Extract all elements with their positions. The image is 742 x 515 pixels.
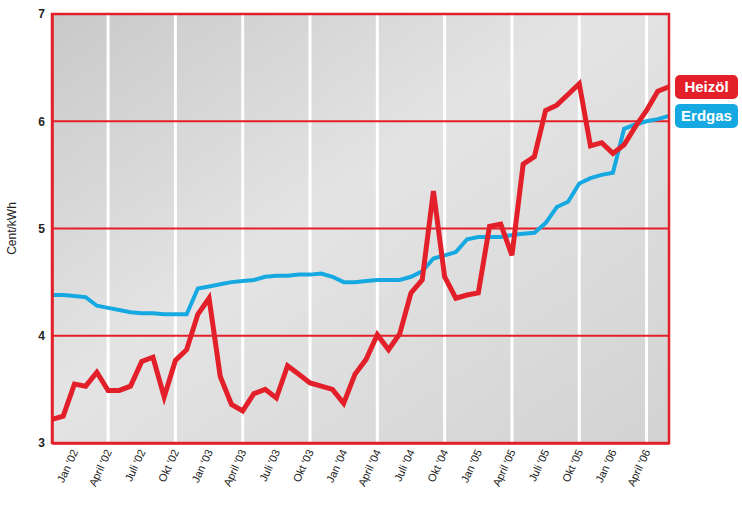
series-line [52,116,669,314]
x-tick: Juli '04 [392,443,417,483]
legend-item: Heizöl [675,75,738,99]
x-tick-label: Juli '05 [526,447,551,483]
y-axis-title: Cent/kWh [5,202,19,255]
x-tick: Jan '02 [55,443,81,484]
x-tick-label: Juli '03 [257,447,282,483]
y-tick: 6 [38,115,52,129]
x-tick-label: Okt '03 [290,447,315,483]
x-tick-label: Okt '04 [425,447,450,483]
x-tick: Okt '05 [560,443,585,484]
y-tick-label: 6 [38,115,45,129]
x-tick-label: April '05 [490,447,518,488]
x-tick: Okt '03 [290,443,315,484]
y-grid-line [52,442,669,444]
chart-container: Jan '02April '02Juli '02Okt '02Jan '03Ap… [0,0,742,515]
x-tick: April '02 [86,443,114,488]
y-grid-line [52,120,669,122]
x-tick: Okt '04 [425,443,450,484]
x-tick-label: April '04 [356,447,384,488]
y-tick: 4 [38,329,52,343]
x-axis-line [53,442,670,445]
x-tick-label: Juli '04 [392,447,417,483]
x-tick: April '06 [625,443,653,488]
x-tick-label: April '06 [625,447,653,488]
y-axis: 3 4 5 6 7 [38,7,52,450]
x-tick: April '03 [221,443,249,488]
x-tick: Juli '03 [257,443,282,483]
x-tick-label: April '03 [221,447,249,488]
legend-label: Heizöl [684,78,728,95]
chart-svg: Jan '02April '02Juli '02Okt '02Jan '03Ap… [0,0,742,515]
legend: Heizöl Erdgas [675,75,738,128]
legend-item: Erdgas [675,104,738,128]
y-tick: 7 [38,7,52,21]
y-axis-line [51,15,54,444]
x-tick: Jan '04 [324,443,350,484]
x-tick: April '05 [490,443,518,488]
series-line [52,84,669,420]
y-tick-label: 4 [38,329,45,343]
plot-frame [52,14,669,443]
x-tick: April '04 [356,443,384,488]
legend-box [675,104,738,128]
y-tick-label: 7 [38,7,45,21]
x-tick: Juli '05 [526,443,551,483]
y-tick: 3 [38,436,52,450]
y-grid [52,14,669,443]
x-tick-label: Jan '02 [55,447,81,484]
x-tick-label: April '02 [86,447,114,488]
x-tick: Juli '02 [122,443,147,483]
x-tick-label: Juli '02 [122,447,147,483]
x-tick: Jan '03 [189,443,215,484]
x-tick-label: Okt '05 [560,447,585,483]
y-grid-line [52,228,669,230]
legend-label: Erdgas [681,107,732,124]
x-tick: Okt '02 [156,443,181,484]
x-tick-label: Jan '05 [458,447,484,484]
y-tick-label: 5 [38,222,45,236]
x-tick-label: Okt '02 [156,447,181,483]
x-tick-label: Jan '04 [324,447,350,484]
y-tick-label: 3 [38,436,45,450]
x-tick-label: Jan '03 [189,447,215,484]
legend-box [675,75,738,99]
series-lines [52,84,669,420]
y-grid-line [52,335,669,337]
y-tick: 5 [38,222,52,236]
x-axis: Jan '02April '02Juli '02Okt '02Jan '03Ap… [53,443,670,488]
x-tick: Jan '05 [458,443,484,484]
plot-background [52,14,669,443]
x-tick-label: Jan '06 [593,447,619,484]
x-tick: Jan '06 [593,443,619,484]
